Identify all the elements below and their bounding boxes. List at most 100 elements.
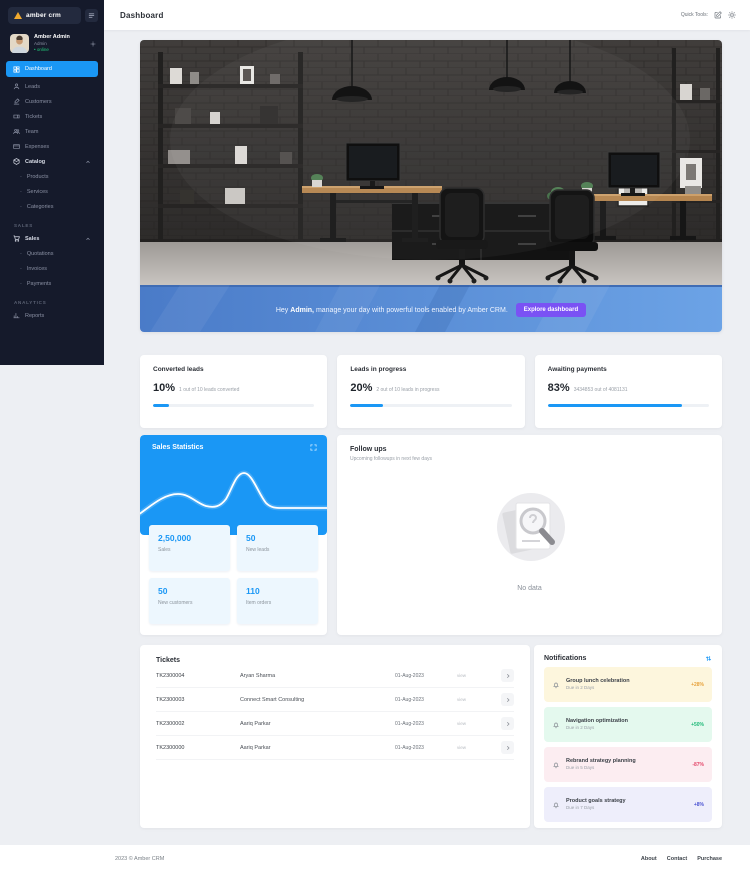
follow-ups-card: Follow ups Upcoming followups in next fe… xyxy=(337,435,722,635)
sidebar-section-analytics: ANALYTICS xyxy=(14,300,47,305)
sidebar: amber crm Amber Admin Admin • online Das… xyxy=(0,0,104,365)
sidebar-item-quotations[interactable]: - Quotations xyxy=(6,246,98,261)
converted-leads-card: Converted leads 10% 1 out of 10 leads co… xyxy=(140,355,328,428)
sidebar-item-label: Products xyxy=(26,173,49,180)
ticket-name: Aariq Parkar xyxy=(240,744,271,751)
user-role: Admin xyxy=(34,41,47,47)
ticket-status: view xyxy=(457,673,467,678)
notification-item[interactable]: Group lunch celebration Due in 2 Days +2… xyxy=(544,667,712,702)
tile-value: 110 xyxy=(246,586,260,596)
sidebar-group-catalog[interactable]: Catalog xyxy=(6,154,98,169)
sort-arrows-icon[interactable] xyxy=(705,655,712,662)
awaiting-payments-card: Awaiting payments 83% 3434853 out of 408… xyxy=(534,355,722,428)
notification-title: Group lunch celebration xyxy=(566,678,630,684)
bullet-dash: - xyxy=(20,280,22,287)
sales-statistics-card: Sales Statistics 2,50,000 Sales 50 New l… xyxy=(140,435,327,635)
sidebar-item-expenses[interactable]: Expenses xyxy=(6,139,98,154)
notification-item[interactable]: Navigation optimization Due in 2 Days +5… xyxy=(544,707,712,742)
bell-icon xyxy=(553,722,559,728)
sidebar-toggle-button[interactable] xyxy=(85,9,98,22)
sidebar-item-label: Reports xyxy=(25,312,45,319)
chevron-right-icon xyxy=(506,721,510,726)
chevron-up-icon xyxy=(86,237,90,240)
sidebar-item-customers[interactable]: Customers xyxy=(6,94,98,109)
bullet-dash: - xyxy=(20,250,22,257)
sales-tile: 50 New customers xyxy=(149,578,230,624)
explore-dashboard-button[interactable]: Explore dashboard xyxy=(515,303,587,317)
customers-icon xyxy=(13,98,20,105)
user-settings-gear-icon[interactable] xyxy=(90,41,96,47)
ticket-id: TK2300004 xyxy=(156,672,185,679)
chevron-right-icon xyxy=(506,745,510,750)
stat-detail: 2 out of 10 leads in progress xyxy=(376,387,440,393)
ticket-open-button[interactable] xyxy=(501,741,514,754)
sidebar-item-tickets[interactable]: Tickets xyxy=(6,109,98,124)
ticket-id: TK2300002 xyxy=(156,720,185,727)
notification-due: Due in 5 Days xyxy=(566,765,595,771)
notification-change: -87% xyxy=(692,761,704,768)
ticket-status: view xyxy=(457,745,467,750)
sidebar-item-categories[interactable]: - Categories xyxy=(6,199,98,214)
notification-due: Due in 2 Days xyxy=(566,725,595,731)
ticket-row[interactable]: TK2300000 Aariq Parkar 01-Aug-2023 view xyxy=(156,736,514,760)
follow-ups-title: Follow ups xyxy=(350,446,387,453)
sidebar-item-payments[interactable]: - Payments xyxy=(6,276,98,291)
gear-icon[interactable] xyxy=(728,11,736,19)
quick-tools-label: Quick Tools: xyxy=(680,12,708,18)
ticket-name: Connect Smart Consulting xyxy=(240,696,305,703)
ticket-date: 01-Aug-2023 xyxy=(395,696,424,703)
sidebar-item-invoices[interactable]: - Invoices xyxy=(6,261,98,276)
sidebar-item-team[interactable]: Team xyxy=(6,124,98,139)
credit-card-icon xyxy=(13,144,20,149)
bullet-dash: - xyxy=(20,173,22,180)
ticket-icon xyxy=(13,114,20,119)
ticket-date: 01-Aug-2023 xyxy=(395,672,424,679)
ticket-open-button[interactable] xyxy=(501,693,514,706)
sidebar-item-reports[interactable]: Reports xyxy=(6,308,98,323)
reports-chart-icon xyxy=(13,313,20,319)
chevron-up-icon xyxy=(86,160,90,163)
bell-icon xyxy=(553,682,559,688)
ticket-open-button[interactable] xyxy=(501,669,514,682)
notification-title: Product goals strategy xyxy=(566,798,626,804)
ticket-open-button[interactable] xyxy=(501,717,514,730)
top-header: Dashboard Quick Tools: xyxy=(104,0,750,30)
tickets-title: Tickets xyxy=(156,657,180,664)
notification-change: +28% xyxy=(691,681,704,688)
hero-message: Hey Admin, manage your day with powerful… xyxy=(275,306,508,314)
sidebar-item-leads[interactable]: Leads xyxy=(6,79,98,94)
user-status: • online xyxy=(34,46,49,52)
notifications-title: Notifications xyxy=(544,655,587,662)
bell-icon xyxy=(553,802,559,808)
notification-item[interactable]: Product goals strategy Due in 7 Days +8% xyxy=(544,787,712,822)
progress-track xyxy=(153,404,315,407)
footer-link-about[interactable]: About xyxy=(640,855,657,862)
no-data-illustration xyxy=(496,493,565,561)
ticket-row[interactable]: TK2300004 Aryan Sharma 01-Aug-2023 view xyxy=(156,664,514,688)
sidebar-group-sales[interactable]: Sales xyxy=(6,231,98,246)
footer-link-contact[interactable]: Contact xyxy=(666,855,688,862)
ticket-id: TK2300000 xyxy=(156,744,185,751)
ticket-row[interactable]: TK2300003 Connect Smart Consulting 01-Au… xyxy=(156,688,514,712)
notification-change: +8% xyxy=(693,801,704,808)
app-logo[interactable]: amber crm xyxy=(8,7,81,24)
stat-title: Leads in progress xyxy=(350,366,407,373)
ticket-id: TK2300003 xyxy=(156,696,185,703)
sidebar-item-dashboard[interactable]: Dashboard xyxy=(6,61,98,77)
chevron-right-icon xyxy=(506,697,510,702)
dashboard-icon xyxy=(13,66,20,72)
ticket-row[interactable]: TK2300002 Aariq Parkar 01-Aug-2023 view xyxy=(156,712,514,736)
hamburger-icon xyxy=(88,13,95,18)
footer-link-purchase[interactable]: Purchase xyxy=(697,855,722,862)
edit-icon[interactable] xyxy=(714,11,722,19)
sidebar-item-products[interactable]: - Products xyxy=(6,169,98,184)
notification-item[interactable]: Rebrand strategy planning Due in 5 Days … xyxy=(544,747,712,782)
bullet-dash: - xyxy=(20,265,22,272)
user-profile[interactable]: Amber Admin Admin • online xyxy=(0,30,104,61)
sidebar-item-label: Team xyxy=(25,128,39,135)
sidebar-section-sales: SALES xyxy=(14,223,34,228)
expand-icon[interactable] xyxy=(310,444,317,451)
stat-percent: 10% xyxy=(153,382,176,394)
sidebar-item-label: Invoices xyxy=(26,265,48,272)
sidebar-item-services[interactable]: - Services xyxy=(6,184,98,199)
